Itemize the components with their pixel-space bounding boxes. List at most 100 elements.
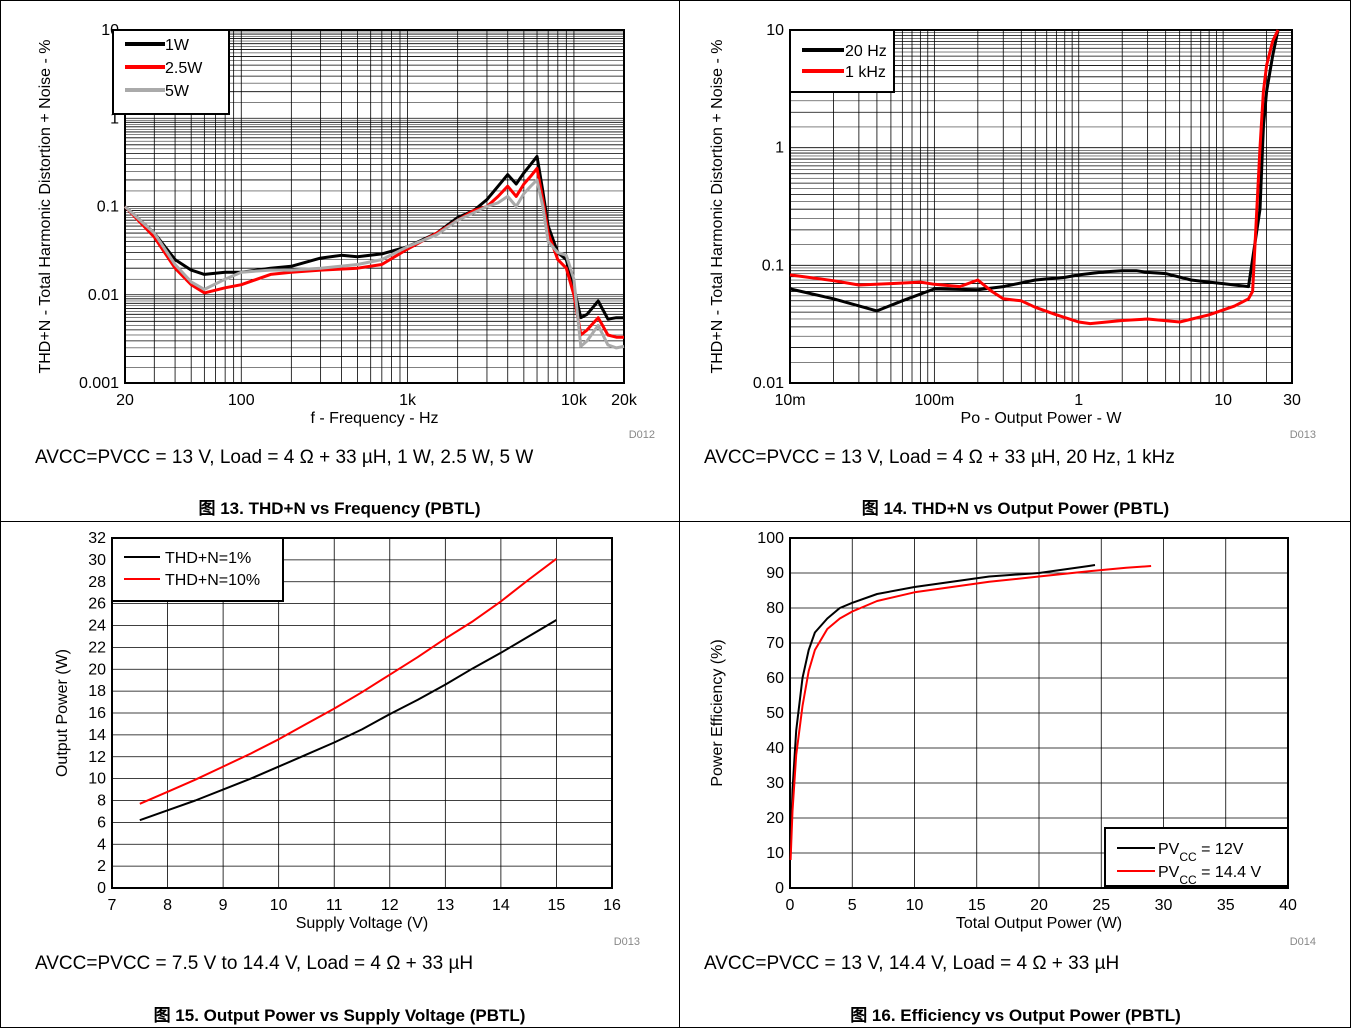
frame-top — [0, 0, 1351, 1]
y-axis-label: Power Efficiency (%) — [709, 639, 726, 786]
x-tick-label: 1k — [399, 392, 417, 409]
figure-code: D014 — [1290, 936, 1316, 948]
x-tick-label: 5 — [848, 897, 857, 914]
y-tick-label: 32 — [88, 530, 106, 547]
series-line-5w — [123, 178, 625, 350]
figure-code: D013 — [614, 936, 640, 948]
legend-label: 20 Hz — [845, 43, 887, 60]
x-tick-label: 8 — [163, 897, 172, 914]
condition-fig13: AVCC=PVCC = 13 V, Load = 4 Ω + 33 µH, 1 … — [35, 447, 534, 468]
legend-label: 1 kHz — [845, 64, 886, 81]
figure-code: D012 — [629, 429, 655, 441]
x-tick-label: 15 — [548, 897, 566, 914]
legend-label: 5W — [165, 83, 190, 100]
series-line-14-4-v — [789, 565, 1152, 861]
y-tick-label: 0.01 — [753, 375, 784, 392]
y-tick-label: 28 — [88, 574, 106, 591]
frame-left — [0, 0, 1, 1028]
y-tick-label: 12 — [88, 749, 106, 766]
y-tick-label: 8 — [97, 793, 106, 810]
series-line-12v — [789, 564, 1096, 854]
y-tick-label: 0.001 — [79, 375, 119, 392]
x-tick-label: 11 — [326, 897, 343, 914]
legend-label: THD+N=1% — [165, 550, 251, 567]
x-tick-label: 15 — [968, 897, 986, 914]
x-tick-label: 20k — [611, 392, 638, 409]
x-tick-label: 20 — [116, 392, 134, 409]
legend-box — [789, 29, 895, 93]
legend-label: 2.5W — [165, 60, 203, 77]
y-tick-label: 18 — [88, 683, 106, 700]
y-tick-label: 0 — [775, 880, 784, 897]
y-tick-label: 40 — [766, 740, 784, 757]
x-tick-label: 1 — [1074, 392, 1083, 409]
y-tick-label: 4 — [97, 836, 106, 853]
condition-fig16: AVCC=PVCC = 13 V, 14.4 V, Load = 4 Ω + 3… — [704, 953, 1120, 974]
x-tick-label: 30 — [1283, 392, 1301, 409]
panel-fig14: 10m 100m 1 10 30 0.01 0.1 1 10 Po - Output Power … — [680, 0, 1351, 521]
y-tick-label: 0.1 — [97, 199, 119, 216]
y-tick-label: 24 — [88, 618, 106, 635]
y-tick-label: 100 — [757, 530, 784, 547]
panel-fig13: 20 100 1k 10k 20k 0.001 0.01 0.1 1 10 f - Frequenc… — [0, 0, 679, 521]
y-tick-label: 10 — [766, 22, 784, 39]
plot-frame — [789, 537, 1289, 889]
figure-title-fig14: 图 14. THD+N vs Output Power (PBTL) — [861, 499, 1170, 518]
y-tick-label: 1 — [775, 140, 784, 157]
y-tick-label: 0.1 — [762, 257, 784, 274]
panel-fig16: 0 5 10 15 20 25 30 35 40 0 10 20 30 40 50 60 70 80 90 100 To… — [680, 522, 1351, 1028]
y-tick-label: 50 — [766, 705, 784, 722]
chart-fig16: 0 5 10 15 20 25 30 35 40 0 10 20 30 40 50 60 70 80 90 100 To… — [709, 530, 1316, 948]
y-tick-label: 20 — [88, 661, 106, 678]
y-tick-label: 10 — [766, 845, 784, 862]
legend-box — [111, 537, 284, 602]
y-axis-label: THD+N - Total Harmonic Distortion + Nois… — [37, 39, 54, 373]
plot-frame — [789, 29, 1293, 384]
y-tick-label: 30 — [766, 775, 784, 792]
x-tick-label: 13 — [436, 897, 454, 914]
y-tick-label: 16 — [88, 705, 106, 722]
y-tick-label: 14 — [88, 727, 106, 744]
y-tick-label: 60 — [766, 670, 784, 687]
x-axis-label: f - Frequency - Hz — [310, 410, 438, 427]
plot-frame — [111, 537, 613, 889]
x-axis-label: Supply Voltage (V) — [296, 915, 429, 932]
x-tick-label: 0 — [786, 897, 795, 914]
x-tick-label: 10 — [270, 897, 288, 914]
chart-fig15: 7 8 9 10 11 12 13 14 15 1602468101214161820222426… — [54, 530, 640, 948]
x-tick-label: 10 — [906, 897, 924, 914]
figure-code: D013 — [1290, 429, 1316, 441]
x-tick-label: 16 — [603, 897, 621, 914]
y-tick-label: 90 — [766, 565, 784, 582]
y-tick-label: 70 — [766, 635, 784, 652]
y-tick-label: 2 — [97, 858, 106, 875]
y-tick-label: 0.01 — [88, 287, 119, 304]
x-axis-label: Po - Output Power - W — [961, 410, 1123, 427]
y-tick-label: 1 — [110, 110, 119, 127]
x-axis-label: Total Output Power (W) — [956, 915, 1122, 932]
legend-label: THD+N=10% — [165, 572, 260, 589]
condition-fig15: AVCC=PVCC = 7.5 V to 14.4 V, Load = 4 Ω … — [35, 953, 474, 974]
figure-title-fig15: 图 15. Output Power vs Supply Voltage (PB… — [153, 1006, 526, 1025]
x-tick-label: 7 — [108, 897, 117, 914]
legend-label: PVCC = 12V — [1158, 841, 1244, 864]
y-tick-label: 6 — [97, 814, 106, 831]
series-line-thd-n-10- — [139, 558, 558, 805]
chart-fig14: 10m 100m 1 10 30 0.01 0.1 1 10 Po - Output Power … — [709, 22, 1316, 441]
y-tick-label: 80 — [766, 600, 784, 617]
y-tick-label: 26 — [88, 596, 106, 613]
x-tick-label: 10m — [774, 392, 805, 409]
legend-label: PVCC = 14.4 V — [1158, 864, 1262, 887]
x-tick-label: 12 — [381, 897, 399, 914]
y-tick-label: 22 — [88, 639, 106, 656]
legend-box — [1104, 827, 1289, 887]
series-line-thd-n-1- — [139, 619, 557, 822]
x-tick-label: 30 — [1155, 897, 1173, 914]
series-line-20-hz — [789, 29, 1280, 313]
legend-label: 1W — [165, 37, 190, 54]
condition-fig14: AVCC=PVCC = 13 V, Load = 4 Ω + 33 µH, 20… — [704, 447, 1175, 468]
x-tick-label: 20 — [1030, 897, 1048, 914]
y-axis-label: Output Power (W) — [54, 649, 71, 777]
x-tick-label: 100 — [228, 392, 255, 409]
